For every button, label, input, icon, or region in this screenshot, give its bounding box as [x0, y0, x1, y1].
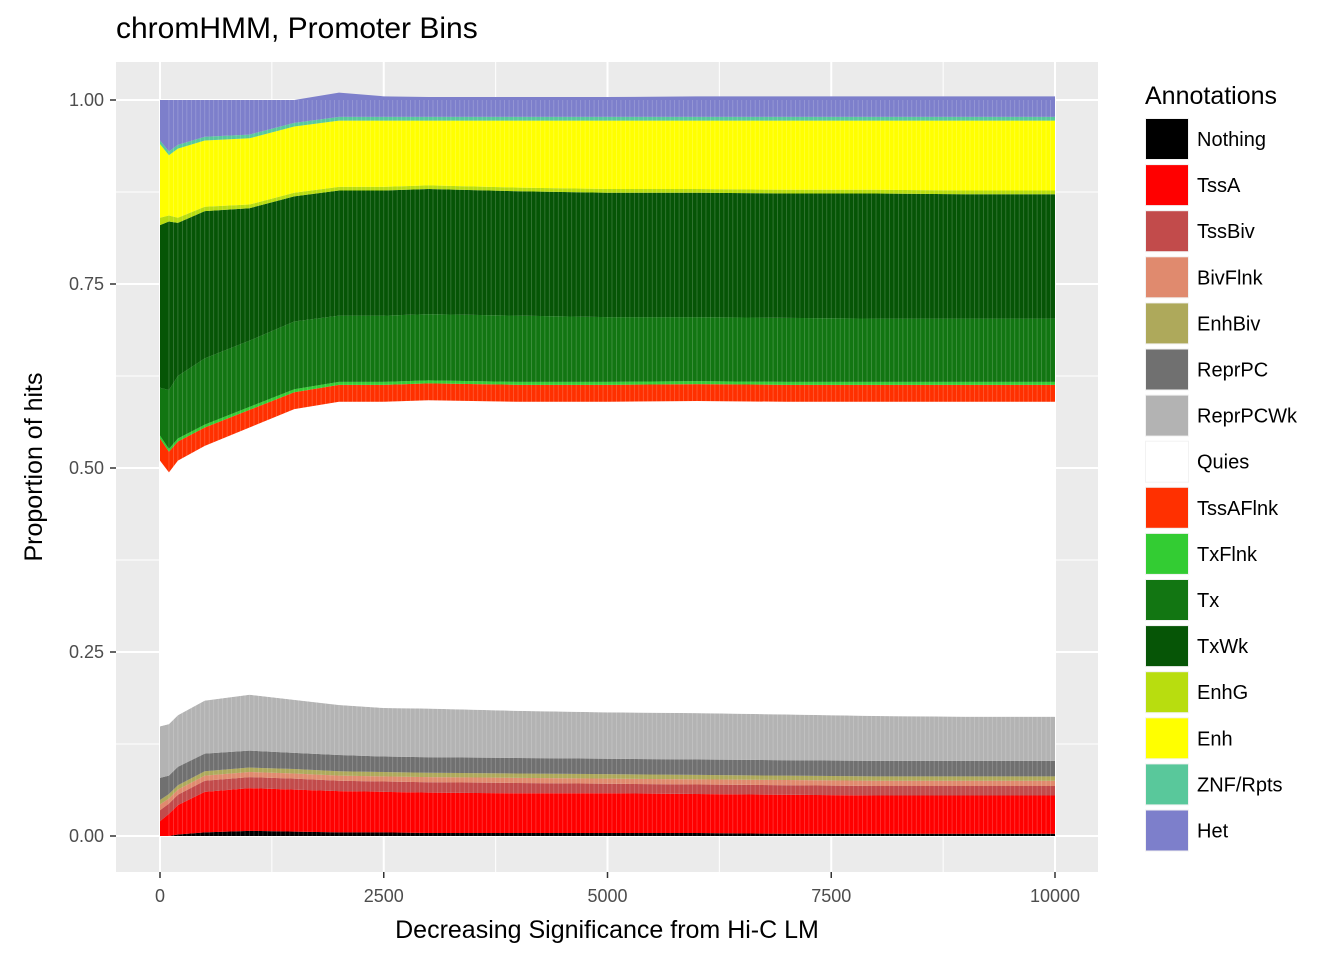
legend-swatch-znf-rpts [1146, 764, 1188, 805]
legend-swatch-tssa [1146, 165, 1188, 206]
legend-label-txwk: TxWk [1197, 636, 1249, 658]
legend-swatch-quies [1146, 441, 1188, 482]
legend-swatch-het [1146, 810, 1188, 851]
area-reprpcwk [160, 694, 1055, 778]
legend-label-znf-rpts: ZNF/Rpts [1197, 774, 1283, 796]
area-tssaflnk [160, 383, 1055, 473]
area-nothing [160, 830, 1055, 836]
legend-label-tx: Tx [1197, 590, 1219, 612]
legend-label-enhg: EnhG [1197, 682, 1248, 704]
stacked-areas [160, 92, 1055, 836]
legend-label-enhbiv: EnhBiv [1197, 313, 1260, 335]
legend-swatch-txwk [1146, 626, 1188, 667]
area-tssbiv [160, 777, 1055, 822]
y-axis: 0.00 0.25 0.50 0.75 1.00 [69, 90, 116, 846]
legend-label-tssa: TssA [1197, 175, 1241, 197]
legend-label-reprpc: ReprPC [1197, 360, 1268, 382]
area-reprpc [160, 750, 1055, 800]
area-txwk [160, 189, 1055, 390]
x-tick-label: 7500 [811, 886, 851, 906]
legend-swatch-enh [1146, 718, 1188, 759]
y-tick-label: 0.25 [69, 642, 104, 662]
legend-swatch-tssaflnk [1146, 487, 1188, 528]
legend-swatch-txflnk [1146, 533, 1188, 574]
y-tick-label: 0.00 [69, 826, 104, 846]
legend-label-nothing: Nothing [1197, 129, 1266, 151]
legend-label-tssbiv: TssBiv [1197, 221, 1255, 243]
legend-label-bivflnk: BivFlnk [1197, 267, 1264, 289]
legend: Annotations Nothing TssA TssBiv BivFlnk EnhB… [1145, 82, 1298, 852]
chart-title: chromHMM, Promoter Bins [116, 12, 478, 45]
x-tick-label: 2500 [364, 886, 404, 906]
legend-swatch-tx [1146, 580, 1188, 620]
legend-swatch-nothing [1146, 119, 1188, 159]
legend-swatch-enhbiv [1146, 303, 1188, 344]
area-enhbiv [160, 767, 1055, 805]
legend-title: Annotations [1145, 82, 1277, 110]
x-tick-label: 10000 [1030, 886, 1080, 906]
legend-label-txflnk: TxFlnk [1197, 544, 1258, 566]
legend-swatch-bivflnk [1146, 257, 1188, 298]
area-quies [160, 400, 1055, 727]
legend-swatch-reprpc [1146, 349, 1188, 390]
bar-texture-lines [168, 100, 1051, 836]
legend-swatch-enhg [1146, 672, 1188, 713]
x-tick-label: 0 [155, 886, 165, 906]
area-het [160, 92, 1055, 152]
legend-swatch-tssbiv [1146, 211, 1188, 252]
y-tick-label: 0.75 [69, 274, 104, 294]
legend-label-enh: Enh [1197, 728, 1233, 750]
area-bivflnk [160, 771, 1055, 811]
legend-label-het: Het [1197, 821, 1229, 843]
y-tick-label: 0.50 [69, 458, 104, 478]
area-enh [160, 120, 1055, 218]
y-tick-label: 1.00 [69, 90, 104, 110]
legend-label-quies: Quies [1197, 452, 1249, 474]
legend-label-reprpcwk: ReprPCWk [1197, 406, 1298, 428]
y-axis-title: Proportion of hits [20, 373, 48, 562]
x-axis: 0 2500 5000 7500 10000 [155, 872, 1080, 906]
area-tx [160, 314, 1055, 449]
x-axis-title: Decreasing Significance from Hi-C LM [395, 916, 819, 944]
area-tssa [160, 788, 1055, 836]
legend-swatch-reprpcwk [1146, 395, 1188, 436]
x-tick-label: 5000 [587, 886, 627, 906]
legend-label-tssaflnk: TssAFlnk [1197, 498, 1279, 520]
